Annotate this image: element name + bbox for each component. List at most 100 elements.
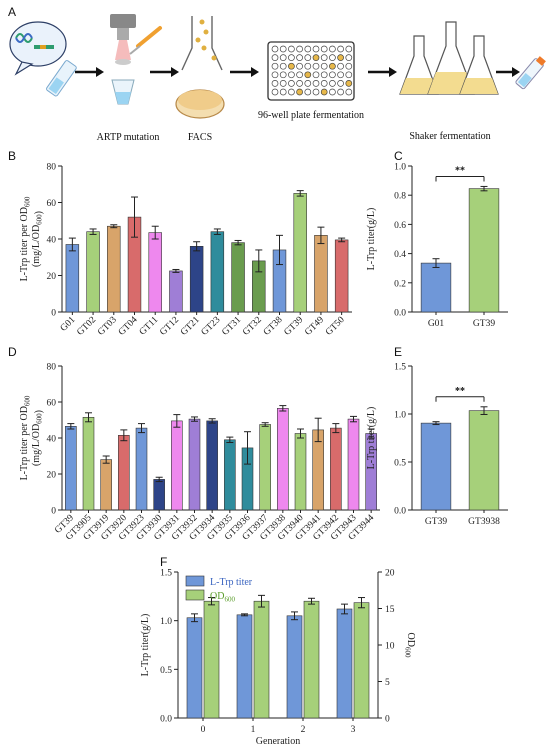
bar [293,193,307,313]
x-tick-label: GT3938 [468,517,500,527]
bar [203,600,220,719]
well [345,62,353,70]
well [271,54,279,61]
y-tick-label: 40 [47,435,57,445]
well [288,54,295,61]
well [345,88,353,96]
well [279,62,287,70]
x-tick-label: GT49 [303,315,326,338]
bar [330,427,342,511]
well [312,45,320,53]
chart-panel-b: B 0 20 40 60 80 L-Trp titer per OD600(mg/L/OD6… [8,149,352,338]
facs-sorter-icon [175,16,225,119]
significance-label: ** [455,165,465,176]
y-tick-label: 1.0 [394,163,406,173]
well [337,71,344,79]
y-tick-label-right: 0 [385,715,390,725]
y-axis-label: L-Trp titer(g/L) [140,614,151,677]
bar [210,231,225,313]
well [337,80,344,87]
y-tick-label: 0.4 [394,250,406,260]
y-tick-label: 20 [47,471,57,481]
well [320,62,328,70]
bar [100,459,112,511]
y-axis-label: L-Trp titer(g/L) [366,407,377,470]
well [345,80,353,87]
bar [186,617,203,719]
y-tick-label: 1.5 [394,363,406,373]
legend-swatch [185,589,205,601]
y-axis-label-right: OD600 [404,633,417,658]
well [271,80,279,87]
legend-swatch [185,575,205,587]
well [271,88,279,96]
well [279,54,287,61]
well [320,45,328,53]
well [288,80,295,87]
x-tick-label: GT03 [96,315,119,338]
well [345,45,353,53]
well-plate-icon [267,41,355,101]
y-tick-label: 0.0 [160,715,172,725]
well [345,71,353,79]
flow-arrow [368,67,397,77]
y-tick-label: 60 [47,399,57,409]
y-tick-label: 0 [51,507,56,517]
y-tick-label: 0.8 [394,192,406,202]
well [288,62,295,70]
y-axis-label: (mg/L/OD600) [31,211,45,267]
panel-letter: F [160,555,167,569]
step-label-facs: FACS [188,132,212,143]
panel-letter-a: A [8,5,16,19]
well [271,71,279,79]
bar [468,188,500,313]
well [296,62,303,70]
well [320,80,328,87]
y-tick-label: 1.5 [160,569,172,579]
bar [118,434,130,511]
workflow-panel: A ARTP mutat [8,5,546,143]
bar [107,225,121,313]
x-tick-label: G01 [428,319,445,329]
well [312,88,320,96]
well [279,45,287,53]
legend-label: L-Trp titer [210,577,253,588]
bar [259,424,271,511]
well [279,80,287,87]
step-label-plate: 96-well plate fermentation [258,110,364,121]
well [271,45,279,53]
x-tick-label: 0 [201,725,206,735]
well [279,88,287,96]
well [329,80,336,87]
bar [294,433,307,511]
well [329,62,336,70]
chart-panel-d: D 0 20 40 60 80 L-Trp titer per OD600(mg/L/OD6… [8,345,380,543]
well [288,45,295,53]
y-tick-label: 1.0 [160,617,172,627]
chart-panel-e: E 0.0 0.5 1.0 1.5 L-Trp titer(g/L) GT39 GT3938 *… [366,345,508,527]
well [312,80,320,87]
well [304,80,312,87]
well [345,54,353,61]
bar [303,600,320,719]
x-axis-label: Generation [256,736,300,747]
y-tick-label: 80 [47,363,57,373]
x-tick-label: GT04 [117,315,140,338]
well [304,88,312,96]
chart-panel-c: C 0.0 0.2 0.4 0.6 0.8 1.0 L-Trp titer(g/L) G01 GT… [366,149,508,329]
well [288,88,295,96]
x-tick-label: GT31 [220,315,243,338]
well [337,62,344,70]
artp-instrument-icon [110,14,162,105]
panel-letter: C [394,149,403,163]
x-tick-label: GT11 [138,315,161,338]
y-tick-label: 0.0 [394,507,406,517]
x-tick-label: 2 [301,725,306,735]
y-axis-label: (mg/L/OD600) [31,410,45,466]
y-axis-label: L-Trp titer(g/L) [366,208,377,271]
y-tick-label: 0.0 [394,309,406,319]
panel-letter: B [8,149,16,163]
well [296,71,303,79]
